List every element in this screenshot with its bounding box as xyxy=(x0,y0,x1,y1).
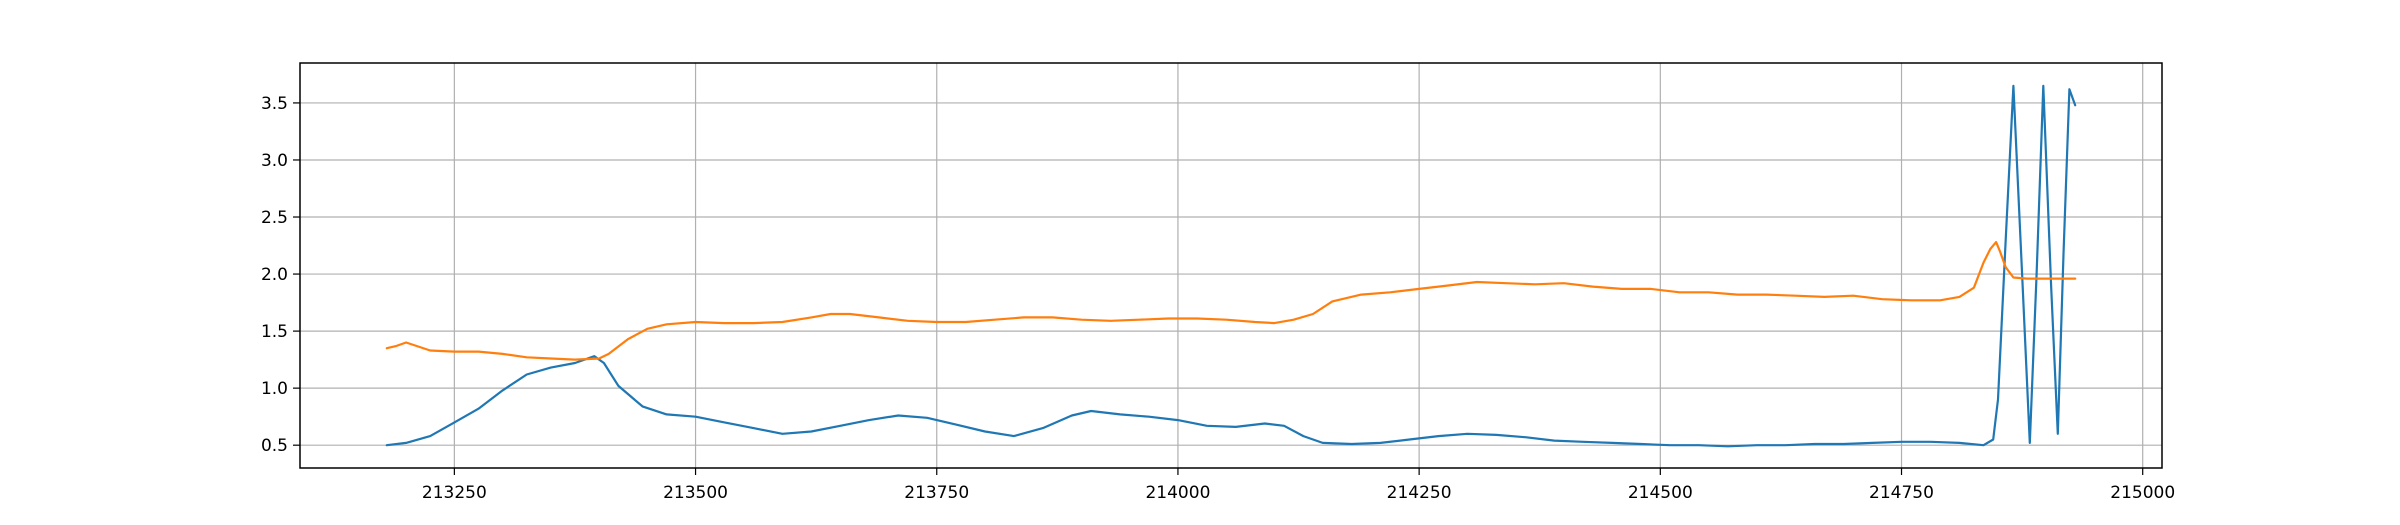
x-tick-label: 214250 xyxy=(1387,483,1452,503)
y-tick-label: 3.5 xyxy=(261,94,288,114)
y-tick-label: 2.5 xyxy=(261,208,288,228)
y-tick-label: 1.5 xyxy=(261,322,288,342)
y-tick-label: 2.0 xyxy=(261,265,288,285)
x-tick-label: 215000 xyxy=(2110,483,2175,503)
x-tick-label: 214500 xyxy=(1628,483,1693,503)
y-tick-label: 3.0 xyxy=(261,151,288,171)
x-tick-label: 213500 xyxy=(663,483,728,503)
x-tick-label: 214750 xyxy=(1869,483,1934,503)
y-tick-label: 1.0 xyxy=(261,379,288,399)
x-tick-label: 213250 xyxy=(422,483,487,503)
x-tick-label: 214000 xyxy=(1145,483,1210,503)
x-tick-label: 213750 xyxy=(904,483,969,503)
y-tick-label: 0.5 xyxy=(261,436,288,456)
